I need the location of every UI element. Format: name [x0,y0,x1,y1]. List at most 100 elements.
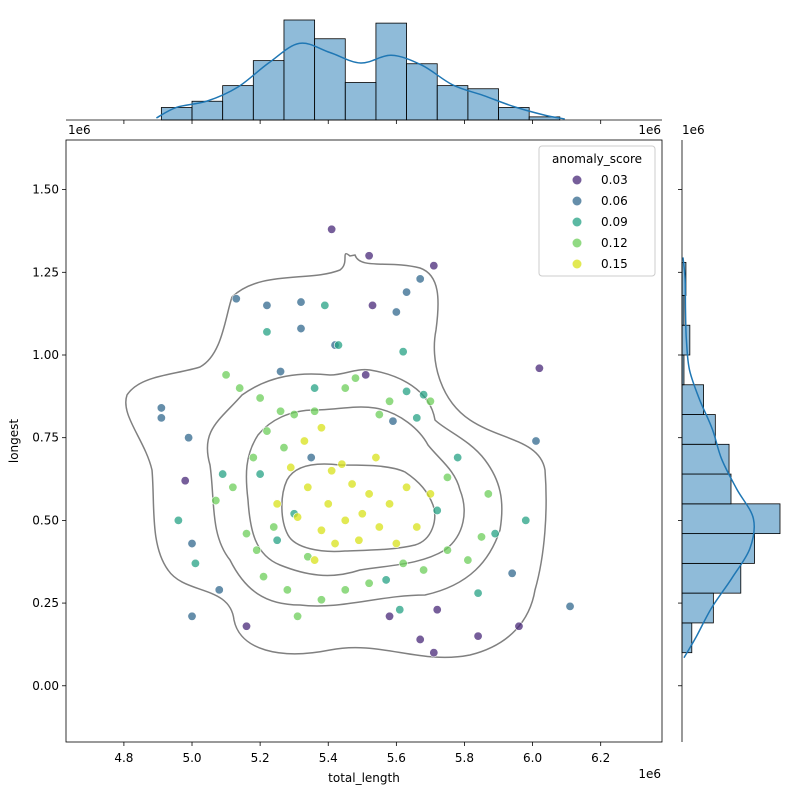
y-tick-label: 0.25 [32,596,59,610]
scatter-point [255,393,265,403]
scatter-point [415,634,425,644]
y-hist-bar [681,533,755,564]
scatter-point [242,621,252,631]
scatter-point [310,555,320,565]
scatter-point [415,274,425,284]
y-offset-label-right: 1e6 [682,123,705,137]
scatter-point [398,347,408,357]
x-offset-label: 1e6 [638,767,661,781]
scatter-point [354,535,364,545]
scatter-point [463,555,473,565]
x-tick-label: 5.2 [251,751,270,765]
scatter-point [296,297,306,307]
scatter-point [187,539,197,549]
scatter-point [534,363,544,373]
scatter-point [259,572,269,582]
scatter-point [323,499,333,509]
scatter-point [293,611,303,621]
x-hist-bar [375,22,407,121]
scatter-point [286,462,296,472]
scatter-point [289,410,299,420]
scatter-point [296,324,306,334]
scatter-point [310,406,320,416]
x-hist-bar [436,85,469,121]
scatter-point [262,300,272,310]
x-hist-bar [283,19,316,121]
scatter-point [432,505,442,515]
scatter-point [368,300,378,310]
y-kde-curve [682,257,756,659]
legend-marker [572,259,582,269]
scatter-point [391,307,401,317]
y-tick-label: 0.75 [32,431,59,445]
scatter-point [310,383,320,393]
x-hist-bar [314,38,346,121]
scatter-point [252,545,262,555]
legend-marker [572,217,582,227]
y-axis-label: longest [7,419,21,464]
legend-marker [572,196,582,206]
scatter-point [374,522,384,532]
scatter-point [374,410,384,420]
scatter-point [412,413,422,423]
scatter-point [432,605,442,615]
legend-entries: 0.03 0.06 0.09 0.12 0.15 [572,173,628,271]
scatter-point [255,469,265,479]
scatter-point [248,453,258,463]
scatter-point [391,539,401,549]
scatter-point [425,396,435,406]
scatter-point [412,522,422,532]
scatter-point [272,499,282,509]
scatter-point [327,466,337,476]
y-tick-label: 1.00 [32,348,59,362]
scatter-point [507,568,517,578]
scatter-point [398,558,408,568]
scatter-point [316,525,326,535]
scatter-point [419,565,429,575]
x-hist-bar [406,63,438,121]
scatter-point [388,416,398,426]
y-axis-ticks: 0.00 0.25 0.50 0.75 1.00 1.25 1.50 [32,183,682,693]
scatter-point [490,529,500,539]
scatter-point [429,261,439,271]
legend-title: anomaly_score [552,152,642,166]
legend: anomaly_score 0.03 0.06 0.09 0.12 0.15 [538,145,656,277]
scatter-point [228,482,238,492]
y-tick-label: 0.00 [32,679,59,693]
scatter-point [214,585,224,595]
scatter-point [306,453,316,463]
scatter-points [156,224,575,658]
legend-label: 0.09 [601,215,628,229]
scatter-point [293,512,303,522]
x-axis-label: total_length [328,771,400,785]
x-tick-label: 5.0 [182,751,201,765]
scatter-point [385,499,395,509]
scatter-point [565,601,575,611]
scatter-point [327,224,337,234]
scatter-point [221,370,231,380]
x-tick-label: 6.2 [591,751,610,765]
scatter-point [242,529,252,539]
legend-marker [572,175,582,185]
right-marginal-histogram [681,257,781,659]
scatter-point [402,287,412,297]
kde-contour-3 [245,406,465,577]
legend-label: 0.06 [601,194,628,208]
scatter-point [531,436,541,446]
scatter-point [316,595,326,605]
kde-contour-2 [206,368,503,607]
scatter-point [429,648,439,658]
scatter-point [514,621,524,631]
scatter-point [316,423,326,433]
scatter-point [262,327,272,337]
scatter-point [320,300,330,310]
legend-label: 0.03 [601,173,628,187]
scatter-point [442,472,452,482]
y-tick-label: 1.50 [32,183,59,197]
x-offset-label-top: 1e6 [68,123,91,137]
scatter-point [282,585,292,595]
scatter-point [364,251,374,261]
scatter-point [442,545,452,555]
scatter-point [235,383,245,393]
